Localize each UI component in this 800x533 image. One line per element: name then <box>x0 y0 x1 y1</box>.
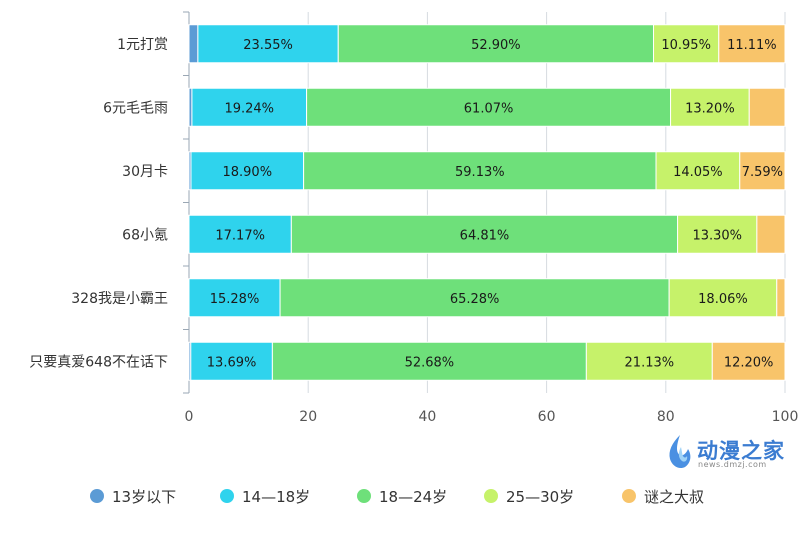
category-label: 只要真爱648不在话下 <box>29 354 168 370</box>
x-tick-label: 0 <box>185 409 194 425</box>
category-label: 328我是小霸王 <box>71 291 168 307</box>
stacked-bar-chart: 0 20 40 60 80 100 1元打赏 23.55% 52.90% 10.95% 11.11%… <box>29 11 799 425</box>
watermark-logo: 动漫之家 news.dmzj.com <box>664 433 794 473</box>
data-label: 52.90% <box>471 38 521 53</box>
data-label: 52.68% <box>405 355 455 370</box>
bar-segment <box>188 24 199 64</box>
legend-swatch-icon <box>90 489 104 503</box>
bar-segment <box>739 151 786 191</box>
data-label: 10.95% <box>661 38 711 53</box>
data-label: 19.24% <box>224 101 274 116</box>
bar-segment <box>190 341 273 381</box>
legend-label: 25—30岁 <box>506 487 575 506</box>
legend-swatch-icon <box>220 489 234 503</box>
bar-segment <box>776 278 786 318</box>
legend-swatch-icon <box>622 489 636 503</box>
bar-segment <box>303 151 657 191</box>
bar-segment <box>271 341 587 381</box>
bar-segment <box>655 151 741 191</box>
bar-segment <box>191 87 308 127</box>
data-label: 23.55% <box>243 38 293 53</box>
legend-swatch-icon <box>357 489 371 503</box>
legend-item[interactable]: 谜之大叔 <box>622 484 704 508</box>
category-label: 68小氪 <box>122 227 168 243</box>
bar-segment <box>279 278 670 318</box>
flame-logo-icon <box>669 435 691 469</box>
legend-item[interactable]: 14—18岁 <box>220 484 310 508</box>
legend-item[interactable]: 18—24岁 <box>357 484 447 508</box>
data-label: 18.06% <box>698 292 748 307</box>
bar-segment <box>711 341 786 381</box>
bar-segment <box>718 24 786 64</box>
data-label: 61.07% <box>464 101 514 116</box>
bar-segment <box>337 24 655 64</box>
x-tick-label: 20 <box>299 409 317 425</box>
data-label: 21.13% <box>625 355 675 370</box>
bar-segment <box>306 87 672 127</box>
legend-label: 18—24岁 <box>379 487 448 506</box>
legend-item[interactable]: 25—30岁 <box>484 484 574 508</box>
bar-segment <box>668 278 778 318</box>
bar-segment <box>756 214 786 254</box>
legend-item[interactable]: 13岁以下 <box>90 484 176 508</box>
category-label: 1元打赏 <box>117 36 168 53</box>
x-tick-label: 60 <box>538 409 556 425</box>
bar-segment <box>585 341 713 381</box>
watermark-url: news.dmzj.com <box>698 460 767 469</box>
data-label: 13.20% <box>685 101 735 116</box>
bar-segment <box>670 87 750 127</box>
data-label: 13.30% <box>692 228 742 243</box>
bar-segment <box>677 214 758 254</box>
legend-swatch-icon <box>484 489 498 503</box>
data-label: 15.28% <box>210 292 260 307</box>
x-tick-label: 40 <box>418 409 436 425</box>
data-label: 7.59% <box>742 165 783 180</box>
data-label: 17.17% <box>215 228 265 243</box>
legend-label: 13岁以下 <box>112 487 177 506</box>
data-label: 13.69% <box>207 355 257 370</box>
x-tick-label: 80 <box>657 409 675 425</box>
bar-segment <box>190 151 305 191</box>
legend-label: 14—18岁 <box>242 487 311 506</box>
bar-segment <box>748 87 786 127</box>
data-label: 12.20% <box>724 355 774 370</box>
chart-legend: 13岁以下 14—18岁 18—24岁 25—30岁 谜之大叔 <box>0 484 800 508</box>
category-label: 6元毛毛雨 <box>103 100 168 116</box>
data-label: 64.81% <box>460 228 510 243</box>
bar-segment <box>653 24 720 64</box>
data-label: 14.05% <box>673 165 723 180</box>
x-tick-label: 100 <box>772 409 799 425</box>
data-label: 18.90% <box>222 165 272 180</box>
data-label: 11.11% <box>727 38 777 53</box>
data-label: 59.13% <box>455 165 505 180</box>
bar-segment <box>188 278 281 318</box>
category-label: 30月卡 <box>122 164 168 180</box>
legend-label: 谜之大叔 <box>644 487 705 506</box>
bar-segment <box>290 214 679 254</box>
watermark-text: 动漫之家 <box>697 439 785 463</box>
bar-segment <box>188 214 292 254</box>
data-label: 65.28% <box>450 292 500 307</box>
